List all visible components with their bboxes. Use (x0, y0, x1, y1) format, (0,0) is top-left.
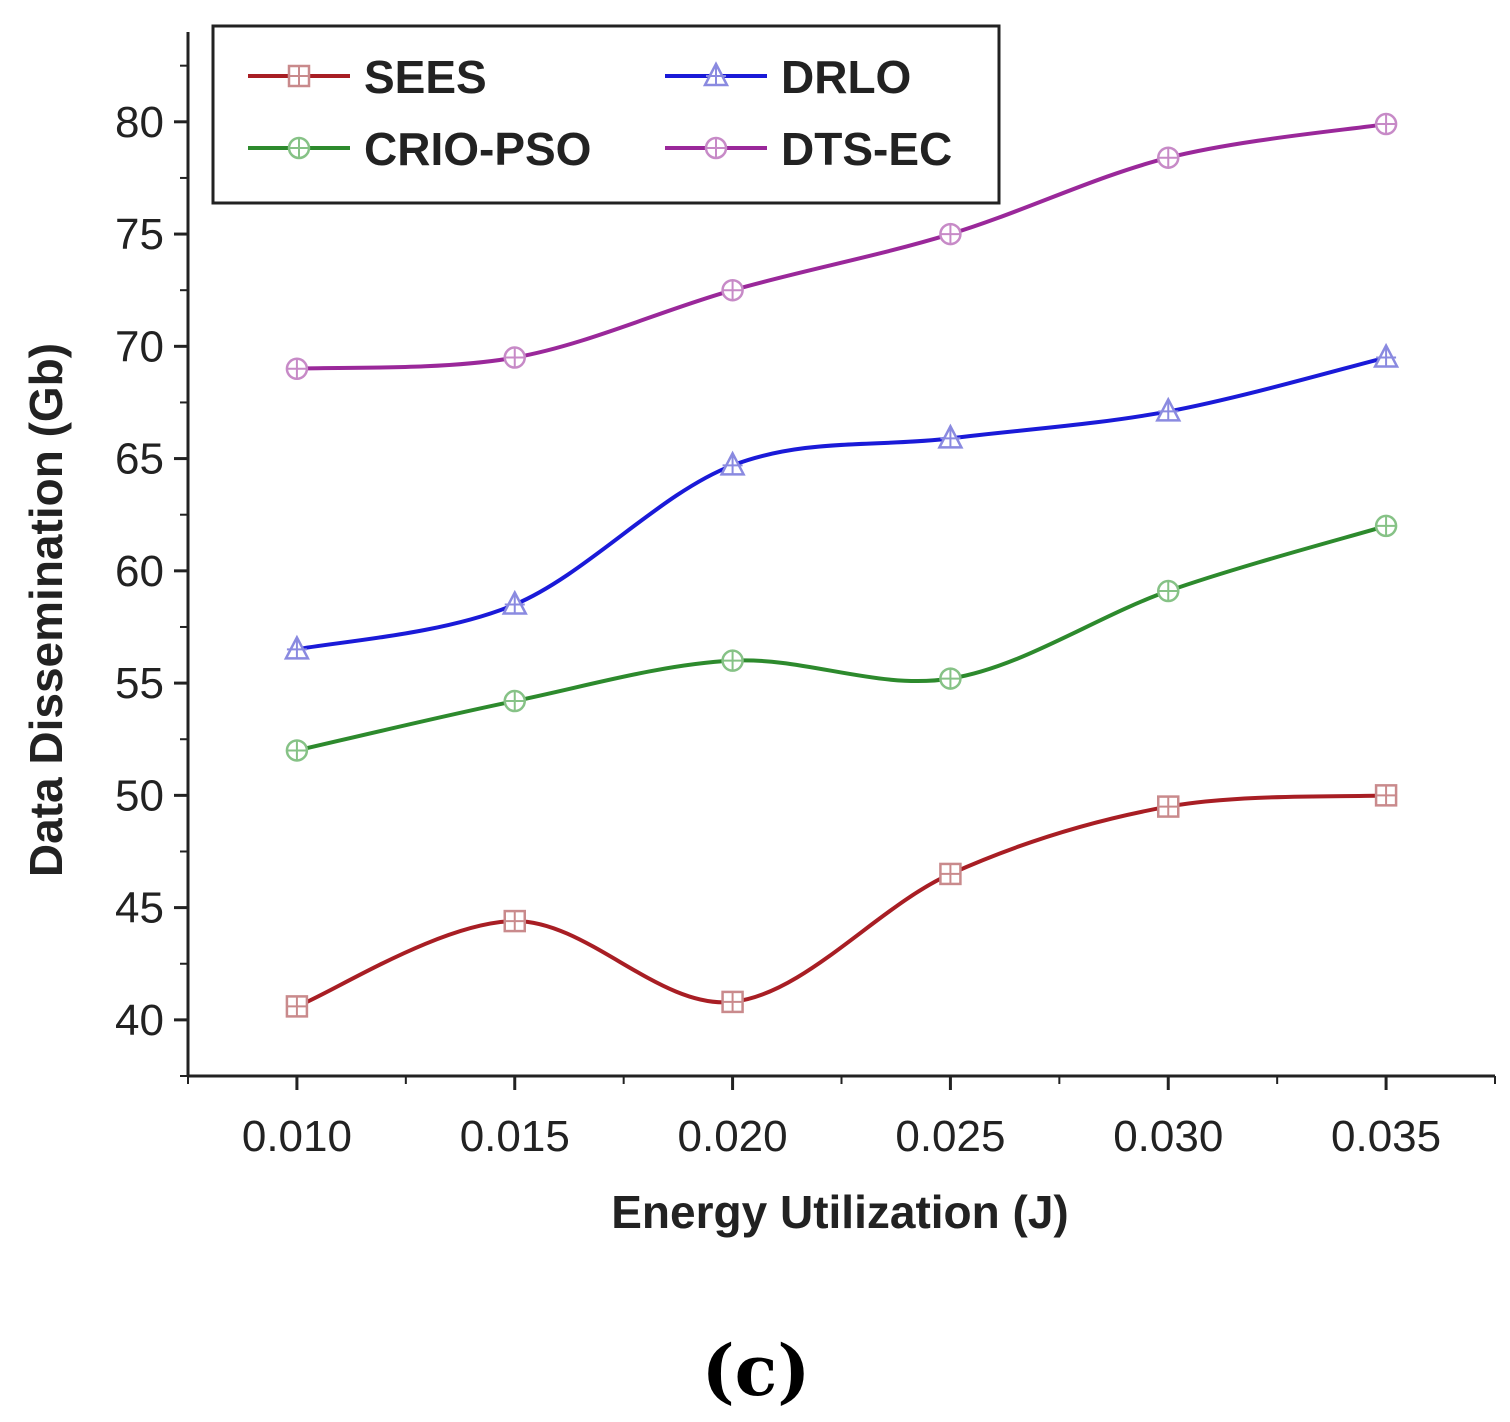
y-tick-label: 45 (115, 884, 164, 933)
series-line-dts-ec (296, 122, 1387, 371)
legend-label-crio-pso: CRIO-PSO (364, 123, 591, 175)
y-tick-label: 40 (115, 996, 164, 1045)
y-tick-label: 75 (115, 210, 164, 259)
legend: SEES DRLO CRIO-PSO DTS-EC (211, 24, 1001, 205)
series-sees (285, 784, 1398, 1018)
data-point-dts-ec (939, 222, 962, 246)
series-line-drlo (296, 355, 1387, 652)
x-tick-label: 0.030 (1113, 1112, 1223, 1161)
data-point-dts-ec (1157, 146, 1180, 169)
x-tick-label: 0.035 (1331, 1112, 1441, 1161)
x-tick-label: 0.025 (895, 1112, 1005, 1161)
series-crio-pso (285, 514, 1398, 762)
data-point-sees (1157, 795, 1180, 818)
legend-item-dts-ec: DTS-EC (665, 123, 952, 175)
data-point-drlo (501, 589, 528, 615)
x-tick-label: 0.020 (678, 1112, 788, 1161)
data-point-crio-pso (503, 689, 526, 713)
y-tick-label: 70 (115, 322, 164, 371)
series-drlo (283, 342, 1400, 660)
y-tick-label: 50 (115, 771, 164, 820)
data-point-dts-ec (1374, 112, 1398, 136)
legend-marker-sees (287, 64, 311, 88)
data-point-drlo (937, 423, 964, 449)
data-point-sees (721, 990, 744, 1014)
legend-box (211, 24, 1001, 205)
data-point-drlo (1373, 342, 1400, 368)
data-point-dts-ec (285, 357, 309, 381)
panel-label: (c) (702, 1329, 811, 1412)
y-tick-label: 60 (115, 547, 164, 596)
data-point-sees (285, 995, 309, 1018)
legend-label-dts-ec: DTS-EC (781, 123, 952, 175)
data-point-crio-pso (285, 739, 309, 762)
series-line-crio-pso (296, 524, 1387, 753)
data-point-crio-pso (1157, 579, 1180, 603)
legend-item-drlo: DRLO (665, 51, 911, 103)
y-tick-label: 55 (115, 659, 164, 708)
data-point-crio-pso (721, 649, 744, 672)
x-axis-title: Energy Utilization (J) (611, 1186, 1068, 1238)
legend-marker-dts-ec (704, 136, 728, 160)
data-point-drlo (1155, 396, 1182, 422)
y-axis-title: Data Dissemination (Gb) (20, 343, 72, 877)
legend-item-crio-pso: CRIO-PSO (248, 123, 591, 175)
x-tick-label: 0.015 (460, 1112, 570, 1161)
legend-label-drlo: DRLO (781, 51, 911, 103)
data-point-crio-pso (1374, 514, 1398, 538)
legend-marker-drlo (702, 61, 730, 87)
data-point-dts-ec (503, 346, 526, 369)
data-point-crio-pso (939, 667, 962, 690)
data-point-drlo (719, 450, 746, 476)
data-point-drlo (283, 634, 310, 660)
legend-marker-crio-pso (287, 136, 311, 160)
data-point-sees (1374, 784, 1398, 807)
y-tick-label: 80 (115, 98, 164, 147)
series-layer (283, 112, 1400, 1018)
series-dts-ec (285, 112, 1398, 381)
y-tick-label: 65 (115, 435, 164, 484)
legend-label-sees: SEES (364, 51, 487, 103)
series-line-sees (296, 793, 1387, 1009)
legend-item-sees: SEES (248, 51, 487, 103)
x-tick-label: 0.010 (242, 1112, 352, 1161)
axes: 40 45 50 55 60 65 70 75 80 0.010 0.015 0.020 0.025 0.… (115, 32, 1496, 1161)
data-point-sees (503, 909, 526, 933)
data-point-dts-ec (721, 278, 744, 302)
data-point-sees (939, 862, 962, 886)
